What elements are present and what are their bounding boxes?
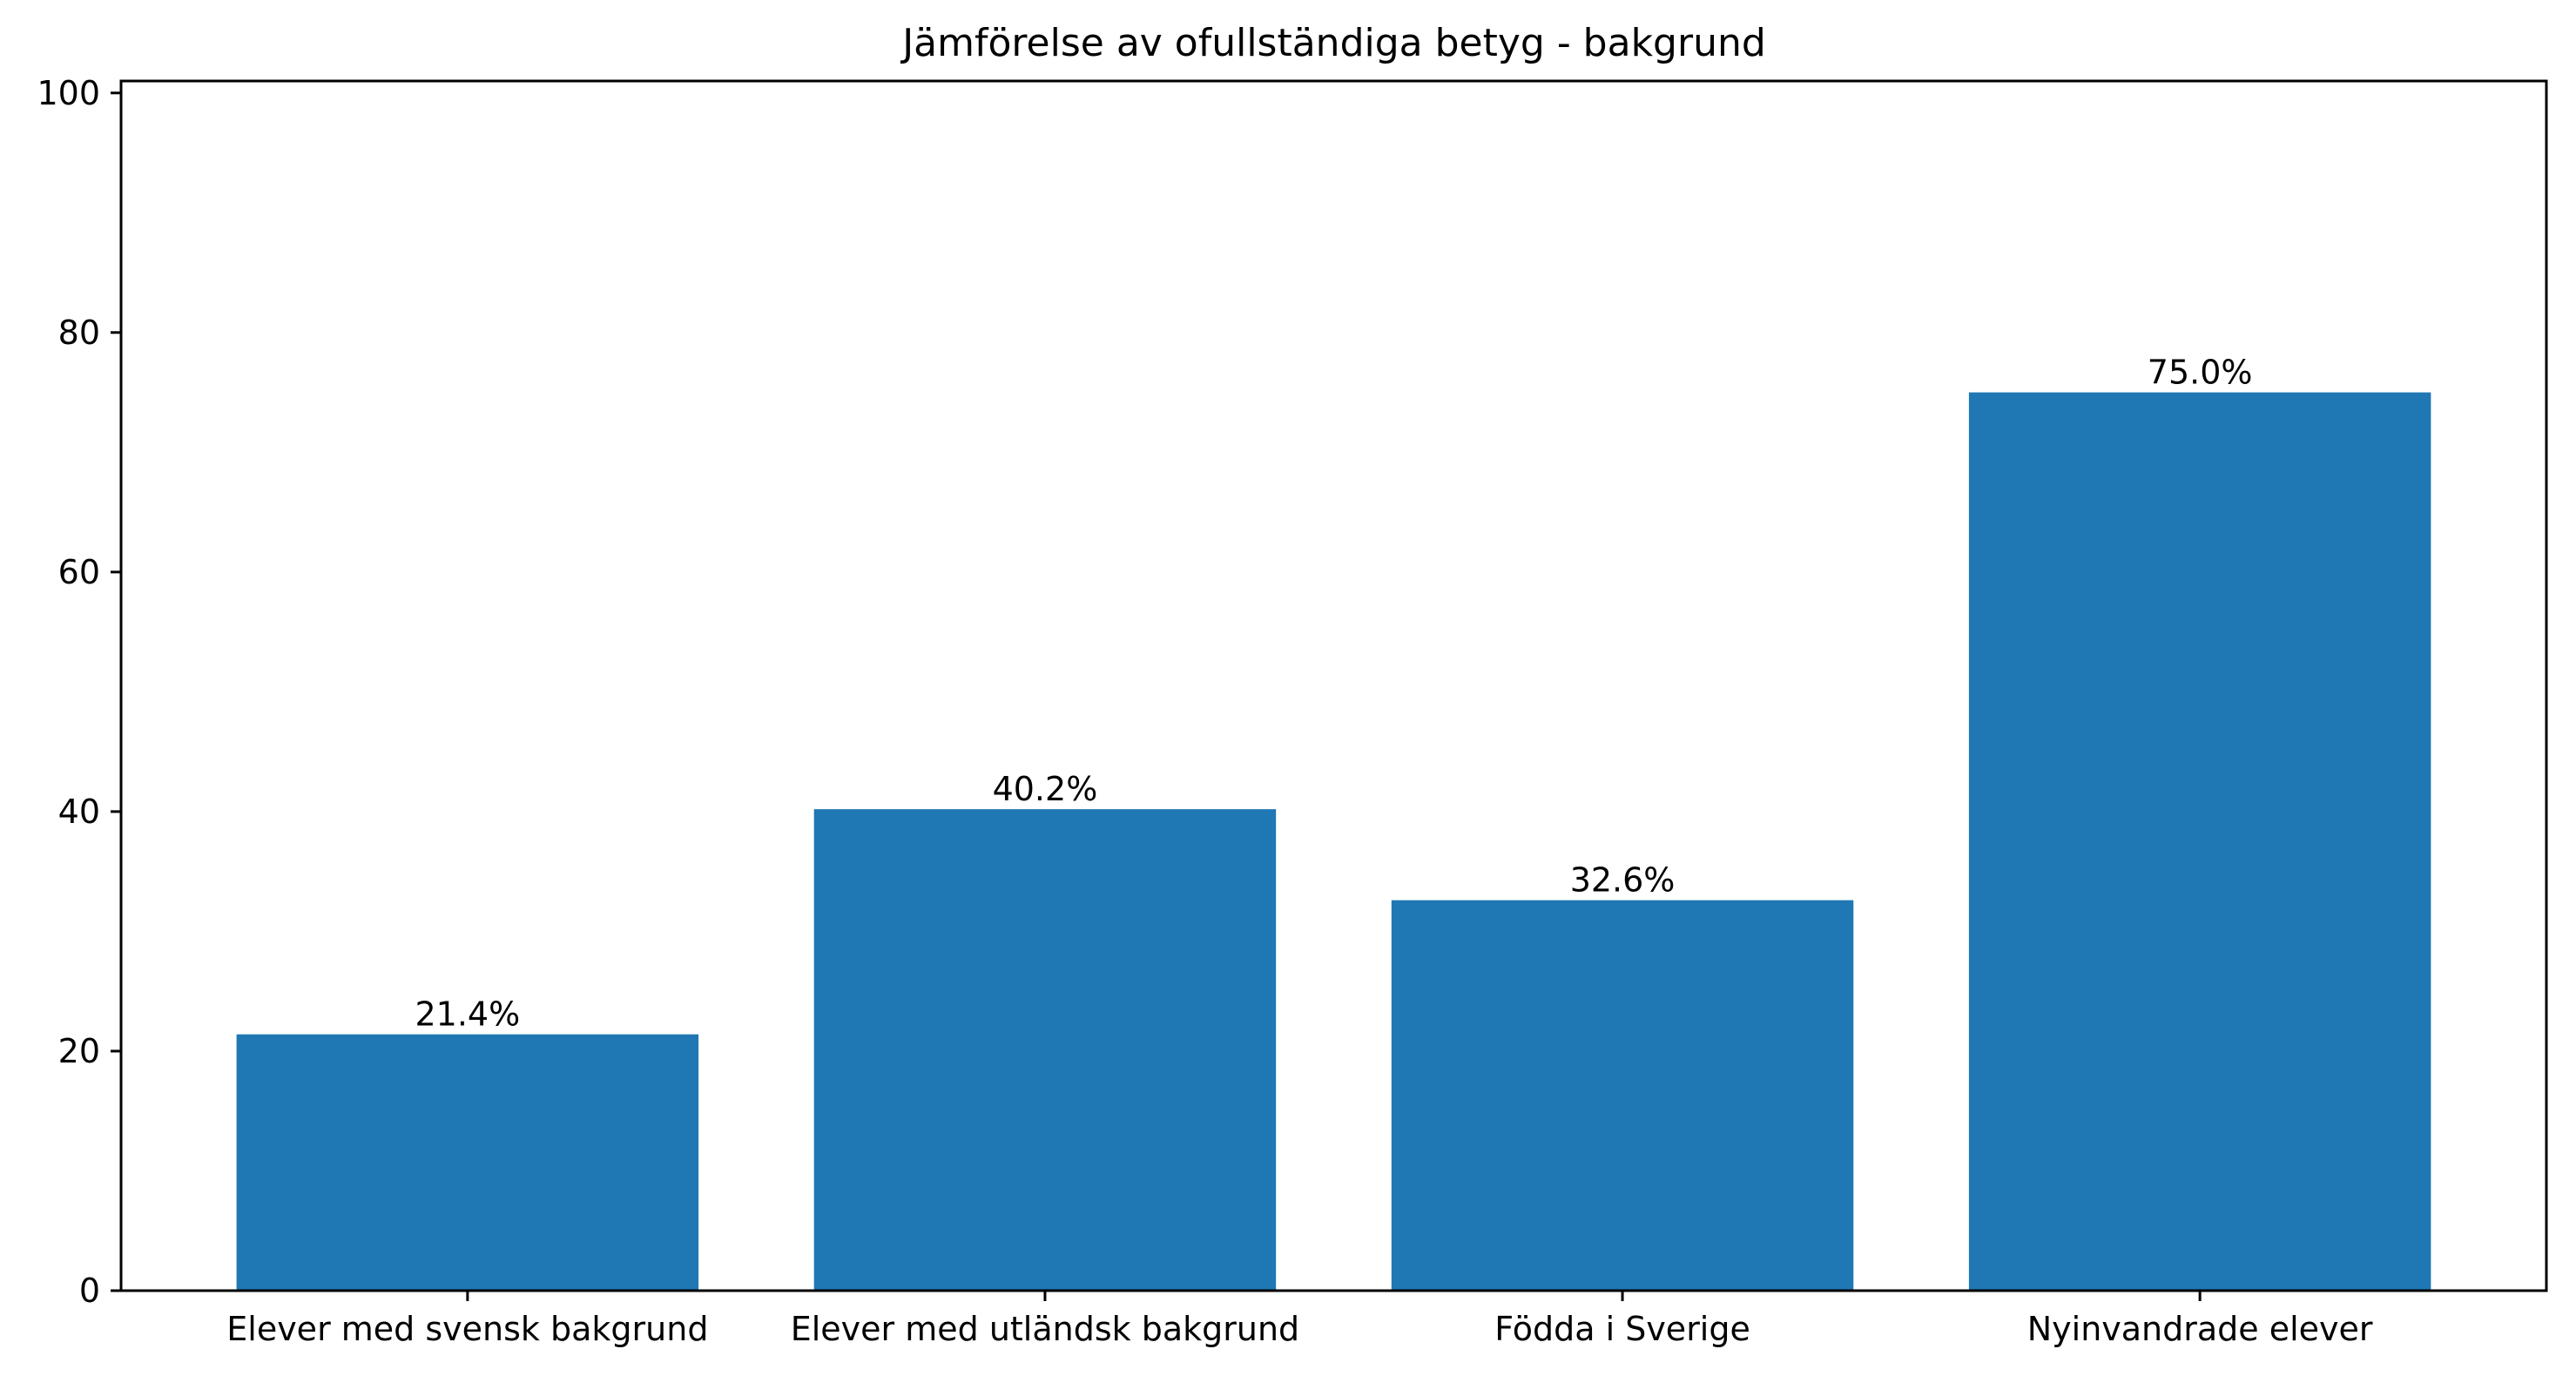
data-label-nyinvandrade-elever: 75.0% — [2148, 354, 2253, 392]
y-tick-label-40: 40 — [58, 793, 100, 831]
bar-elever-med-svensk-bakgrund — [236, 1034, 699, 1291]
data-labels: 21.4% 40.2% 32.6% 75.0% — [415, 354, 2252, 1034]
plot-frame — [119, 79, 2548, 1292]
x-axis: Elever med svensk bakgrund Elever med utl… — [226, 1291, 2373, 1348]
x-tick-label-elever-med-svensk-bakgrund: Elever med svensk bakgrund — [226, 1310, 708, 1348]
y-tick-label-0: 0 — [79, 1271, 100, 1310]
chart-title: Jämförelse av ofullständiga betyg - bakg… — [900, 21, 1766, 65]
y-tick-label-60: 60 — [58, 553, 100, 591]
y-axis: 0 20 40 60 80 100 — [37, 74, 121, 1310]
x-tick-label-fodda-i-sverige: Födda i Sverige — [1494, 1310, 1750, 1348]
y-tick-label-20: 20 — [58, 1032, 100, 1070]
data-label-elever-med-svensk-bakgrund: 21.4% — [415, 995, 520, 1034]
bars — [236, 392, 2431, 1292]
data-label-fodda-i-sverige: 32.6% — [1570, 861, 1676, 900]
y-tick-label-100: 100 — [37, 74, 100, 112]
bar-fodda-i-sverige — [1391, 900, 1854, 1291]
bar-nyinvandrade-elever — [1968, 392, 2431, 1292]
data-label-elever-med-utlandsk-bakgrund: 40.2% — [993, 770, 1098, 808]
bar-elever-med-utlandsk-bakgrund — [813, 809, 1277, 1291]
x-tick-label-elever-med-utlandsk-bakgrund: Elever med utländsk bakgrund — [791, 1310, 1299, 1348]
y-tick-label-80: 80 — [58, 314, 100, 352]
x-tick-label-nyinvandrade-elever: Nyinvandrade elever — [2027, 1310, 2373, 1348]
